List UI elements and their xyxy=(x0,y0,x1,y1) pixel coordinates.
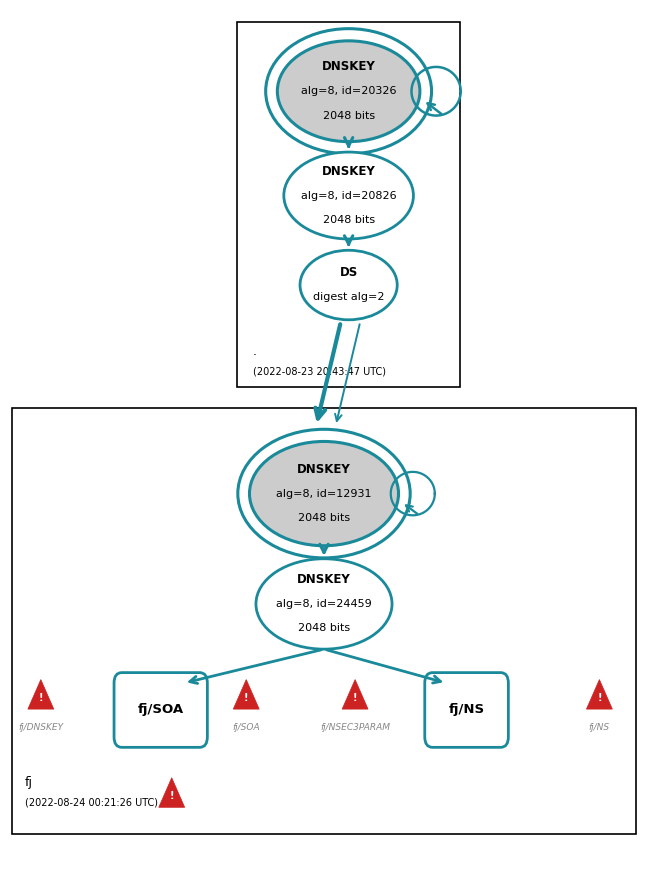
Ellipse shape xyxy=(300,250,397,320)
Text: fj/DNSKEY: fj/DNSKEY xyxy=(18,723,64,732)
Text: fj/NS: fj/NS xyxy=(589,723,610,732)
Polygon shape xyxy=(233,680,259,709)
Text: !: ! xyxy=(39,693,43,703)
Text: alg=8, id=12931: alg=8, id=12931 xyxy=(276,488,372,499)
Text: fj/NS: fj/NS xyxy=(448,704,485,716)
Polygon shape xyxy=(586,680,612,709)
Text: 2048 bits: 2048 bits xyxy=(323,110,375,121)
Text: alg=8, id=24459: alg=8, id=24459 xyxy=(276,599,372,609)
Polygon shape xyxy=(159,778,185,807)
Ellipse shape xyxy=(256,559,392,649)
Ellipse shape xyxy=(277,41,420,142)
FancyBboxPatch shape xyxy=(425,673,508,747)
Text: !: ! xyxy=(170,791,174,801)
Text: 2048 bits: 2048 bits xyxy=(323,215,375,225)
FancyBboxPatch shape xyxy=(114,673,207,747)
Text: DNSKEY: DNSKEY xyxy=(297,574,351,586)
Ellipse shape xyxy=(249,441,399,546)
Text: fj/SOA: fj/SOA xyxy=(233,723,260,732)
Text: !: ! xyxy=(353,693,357,703)
Text: alg=8, id=20826: alg=8, id=20826 xyxy=(301,190,397,201)
Text: .: . xyxy=(253,346,257,358)
Text: fj/SOA: fj/SOA xyxy=(137,704,184,716)
Text: DNSKEY: DNSKEY xyxy=(322,165,375,177)
Polygon shape xyxy=(28,680,54,709)
Text: DNSKEY: DNSKEY xyxy=(322,61,375,73)
Text: fj/NSEC3PARAM: fj/NSEC3PARAM xyxy=(320,723,390,732)
Text: digest alg=2: digest alg=2 xyxy=(313,292,384,302)
Text: alg=8, id=20326: alg=8, id=20326 xyxy=(301,86,397,96)
FancyBboxPatch shape xyxy=(237,22,460,387)
Text: (2022-08-23 20:43:47 UTC): (2022-08-23 20:43:47 UTC) xyxy=(253,366,386,376)
Text: DS: DS xyxy=(340,267,358,279)
Text: fj: fj xyxy=(25,776,32,788)
FancyBboxPatch shape xyxy=(12,408,636,834)
Text: !: ! xyxy=(244,693,248,703)
Text: !: ! xyxy=(597,693,601,703)
Ellipse shape xyxy=(284,152,413,239)
Text: 2048 bits: 2048 bits xyxy=(298,513,350,523)
Text: DNSKEY: DNSKEY xyxy=(297,463,351,475)
Text: 2048 bits: 2048 bits xyxy=(298,623,350,634)
Polygon shape xyxy=(342,680,368,709)
Text: (2022-08-24 00:21:26 UTC): (2022-08-24 00:21:26 UTC) xyxy=(25,798,157,808)
